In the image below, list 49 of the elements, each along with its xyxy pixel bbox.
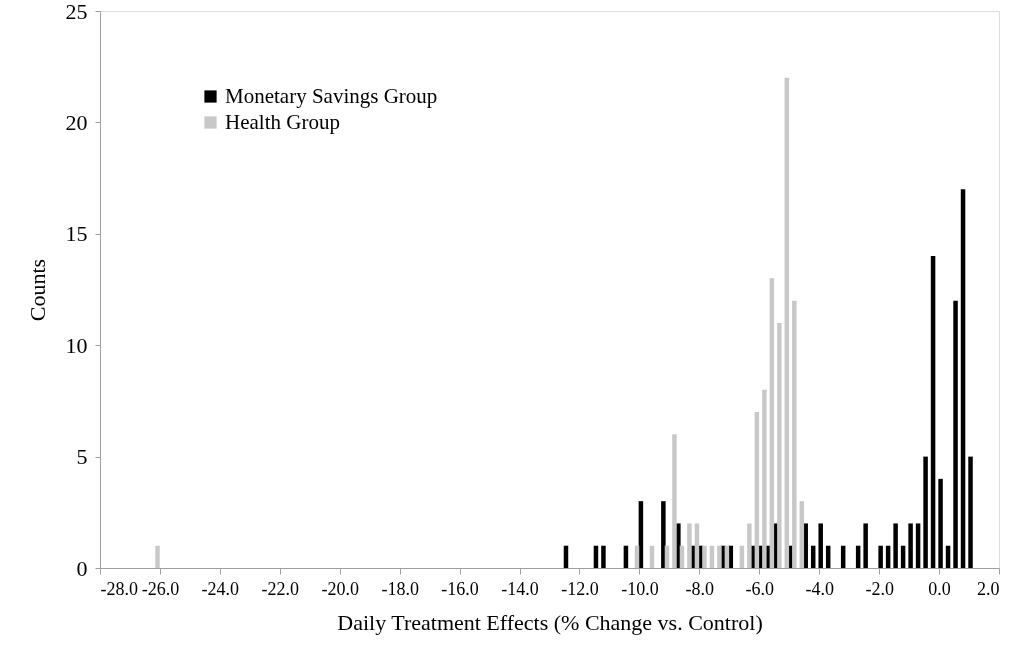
x-tick-label: -8.0 — [685, 578, 715, 599]
bar — [968, 456, 973, 568]
bar — [717, 545, 722, 568]
bar — [661, 501, 666, 568]
legend-label: Monetary Savings Group — [225, 83, 438, 108]
bar — [792, 300, 797, 568]
bar — [155, 545, 160, 568]
x-tick-label: -24.0 — [201, 578, 240, 599]
bar — [777, 322, 782, 568]
y-axis-title: Counts — [24, 258, 50, 322]
bar — [702, 545, 707, 568]
x-axis-title: Daily Treatment Effects (% Change vs. Control) — [337, 609, 763, 635]
x-tick-label: -14.0 — [501, 578, 539, 599]
x-tick-label: -20.0 — [321, 578, 359, 599]
y-tick-label: 0 — [76, 555, 88, 581]
bar — [953, 300, 958, 568]
y-tick-label: 10 — [65, 332, 88, 358]
x-tick-label: -4.0 — [805, 578, 834, 599]
x-tick-label: -2.0 — [865, 578, 894, 599]
bar — [762, 389, 767, 568]
bar — [915, 523, 921, 568]
bar — [908, 523, 913, 568]
x-tick-label: -26.0 — [141, 578, 180, 599]
y-tick-label: 25 — [65, 0, 88, 24]
bar — [938, 478, 943, 568]
x-tick-label: 0.0 — [928, 578, 951, 599]
y-tick-label: 20 — [65, 109, 88, 135]
bar — [803, 523, 808, 568]
x-tick-label: -22.0 — [261, 578, 300, 599]
x-tick-label: -6.0 — [745, 578, 775, 599]
x-tick-label: -28.0 — [100, 578, 138, 599]
bar — [893, 523, 898, 568]
legend-label: Health Group — [225, 109, 340, 134]
bar — [878, 545, 883, 568]
bar — [747, 523, 752, 568]
x-tick-label: -16.0 — [441, 578, 479, 599]
bar — [672, 434, 677, 568]
x-tick-label: -18.0 — [381, 578, 419, 599]
bar — [601, 545, 606, 568]
bar — [694, 523, 700, 568]
x-tick-label: 2.0 — [977, 578, 1000, 599]
bar — [923, 456, 928, 568]
x-tick-label: -10.0 — [621, 578, 659, 599]
y-tick-label: 15 — [65, 221, 88, 247]
x-tick-label: -12.0 — [561, 578, 599, 599]
bar — [818, 523, 823, 568]
bar — [687, 523, 692, 568]
bar — [863, 523, 868, 568]
y-tick-label: 5 — [76, 444, 88, 470]
